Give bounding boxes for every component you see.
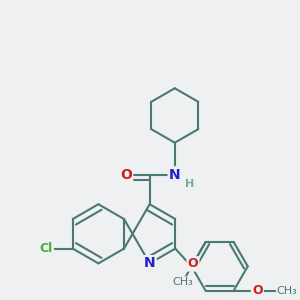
Text: N: N <box>144 256 155 270</box>
Text: CH₃: CH₃ <box>172 277 193 287</box>
Text: Cl: Cl <box>40 242 53 255</box>
Text: CH₃: CH₃ <box>277 286 297 296</box>
Text: N: N <box>169 168 181 182</box>
Text: O: O <box>120 168 132 182</box>
Text: H: H <box>185 178 194 188</box>
Text: O: O <box>188 257 198 270</box>
Text: O: O <box>252 284 263 297</box>
